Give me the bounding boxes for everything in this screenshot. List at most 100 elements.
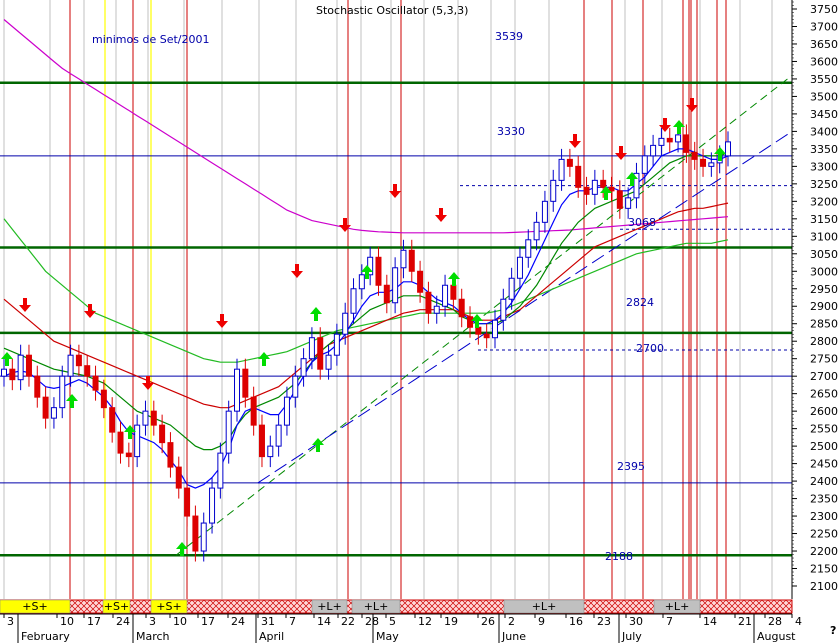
ma-short-line	[3, 148, 729, 489]
candle-body-56	[467, 316, 474, 328]
candle-body-2	[17, 354, 24, 381]
candle-body-34	[283, 396, 290, 426]
candle-body-52	[433, 305, 440, 314]
signal-label-6: +L+	[665, 600, 690, 613]
question-icon[interactable]: ?	[830, 624, 836, 637]
x-day-label-21: 30	[629, 615, 643, 628]
level-label-3539: 3539	[495, 30, 523, 43]
signal-label-5: +L+	[532, 600, 557, 613]
signal-arrow-down-3	[216, 314, 228, 328]
y-tick-label-3600: 3600	[810, 55, 838, 68]
x-day-label-0: 3	[7, 615, 14, 628]
signal-arrow-up-9	[471, 314, 483, 328]
x-month-label-1: March	[136, 630, 170, 643]
chart-title: Stochastic Oscillator (5,3,3)	[316, 4, 468, 17]
signal-arrow-up-10	[600, 186, 612, 200]
candle-body-58	[483, 333, 490, 339]
y-tick-label-2550: 2550	[810, 423, 838, 436]
signal-arrow-up-11	[626, 172, 638, 186]
x-day-label-14: 12	[418, 615, 432, 628]
signal-segment-3	[311, 599, 348, 614]
y-tick-label-3000: 3000	[810, 265, 838, 278]
candle-body-64	[533, 221, 540, 241]
candle-body-63	[525, 239, 532, 258]
x-day-label-10: 14	[317, 615, 331, 628]
candle-body-12	[100, 389, 107, 409]
candle-body-36	[300, 358, 307, 377]
x-day-label-11: 22	[341, 615, 355, 628]
candle-body-16	[134, 424, 141, 458]
candle-body-35	[292, 375, 299, 398]
signal-arrow-down-9	[615, 146, 627, 160]
y-tick-label-2950: 2950	[810, 283, 838, 296]
signal-bar: +S+ +S+ +S+ +L+ +L+ +L+ +L+	[0, 599, 793, 614]
x-day-label-24: 21	[738, 615, 752, 628]
y-tick-label-2850: 2850	[810, 318, 838, 331]
candle-body-54	[450, 284, 457, 300]
y-tick-label-3050: 3050	[810, 248, 838, 261]
trendline-blue	[257, 130, 793, 484]
y-tick-label-2500: 2500	[810, 440, 838, 453]
x-axis: 3 10 17 24 3 10 17 24 31 7 14 22 28 5 12 19 26 2 9 16 23 30 7 1…	[0, 613, 802, 643]
candle-body-79	[658, 137, 665, 146]
candle-body-22	[184, 487, 191, 517]
y-tick-label-2350: 2350	[810, 493, 838, 506]
ma-mid-green-line	[3, 151, 729, 451]
horizontal-levels	[0, 81, 792, 557]
candle-body-3	[25, 354, 32, 377]
level-label-2188: 2188	[605, 550, 633, 563]
level-label-2700: 2700	[636, 342, 664, 355]
signal-arrow-down-10	[659, 118, 671, 132]
level-label-3068: 3068	[628, 216, 656, 229]
candle-body-51	[425, 291, 432, 314]
signal-arrows	[1, 98, 726, 556]
candle-body-70	[583, 186, 590, 195]
candle-body-27	[225, 410, 232, 454]
candle-body-0	[1, 368, 7, 377]
y-tick-label-3650: 3650	[810, 38, 838, 51]
signal-segment-1	[102, 599, 131, 614]
y-tick-label-2200: 2200	[810, 545, 838, 558]
candle-body-82	[683, 134, 690, 153]
candle-body-18	[150, 410, 157, 426]
x-day-label-2: 17	[87, 615, 101, 628]
candle-body-32	[267, 445, 274, 458]
ma-magenta-line	[3, 19, 729, 234]
candle-body-45	[375, 256, 382, 286]
y-tick-label-3750: 3750	[810, 3, 838, 16]
candle-body-69	[575, 165, 582, 188]
candle-body-81	[675, 134, 682, 143]
y-tick-label-2300: 2300	[810, 510, 838, 523]
candle-body-20	[167, 442, 174, 468]
x-month-label-4: June	[501, 630, 526, 643]
signal-arrow-up-0	[1, 352, 13, 366]
signal-arrow-up-5	[312, 438, 324, 452]
x-day-label-25: 28	[768, 615, 782, 628]
signal-label-2: +S+	[156, 600, 181, 613]
signal-arrow-down-1	[84, 304, 96, 318]
y-tick-label-3150: 3150	[810, 213, 838, 226]
signal-arrow-down-7	[435, 208, 447, 222]
signal-arrow-up-1	[66, 394, 78, 408]
candle-body-48	[400, 249, 407, 269]
y-tick-label-3400: 3400	[810, 125, 838, 138]
x-day-label-13: 5	[389, 615, 396, 628]
signal-arrow-down-2	[142, 376, 154, 390]
signal-label-1: +S+	[104, 600, 129, 613]
x-month-label-0: February	[21, 630, 70, 643]
signal-segment-6	[653, 599, 701, 614]
candle-body-14	[117, 431, 124, 454]
candle-body-24	[200, 522, 207, 552]
candle-body-85	[708, 162, 715, 167]
y-tick-label-2450: 2450	[810, 458, 838, 471]
candle-body-57	[475, 326, 482, 335]
candle-body-11	[92, 375, 99, 391]
x-day-label-20: 23	[597, 615, 611, 628]
candle-body-39	[325, 354, 332, 370]
candle-body-33	[275, 424, 282, 447]
x-month-label-6: August	[757, 630, 796, 643]
candle-body-9	[75, 354, 82, 367]
x-day-label-18: 9	[538, 615, 545, 628]
x-day-label-16: 26	[481, 615, 495, 628]
